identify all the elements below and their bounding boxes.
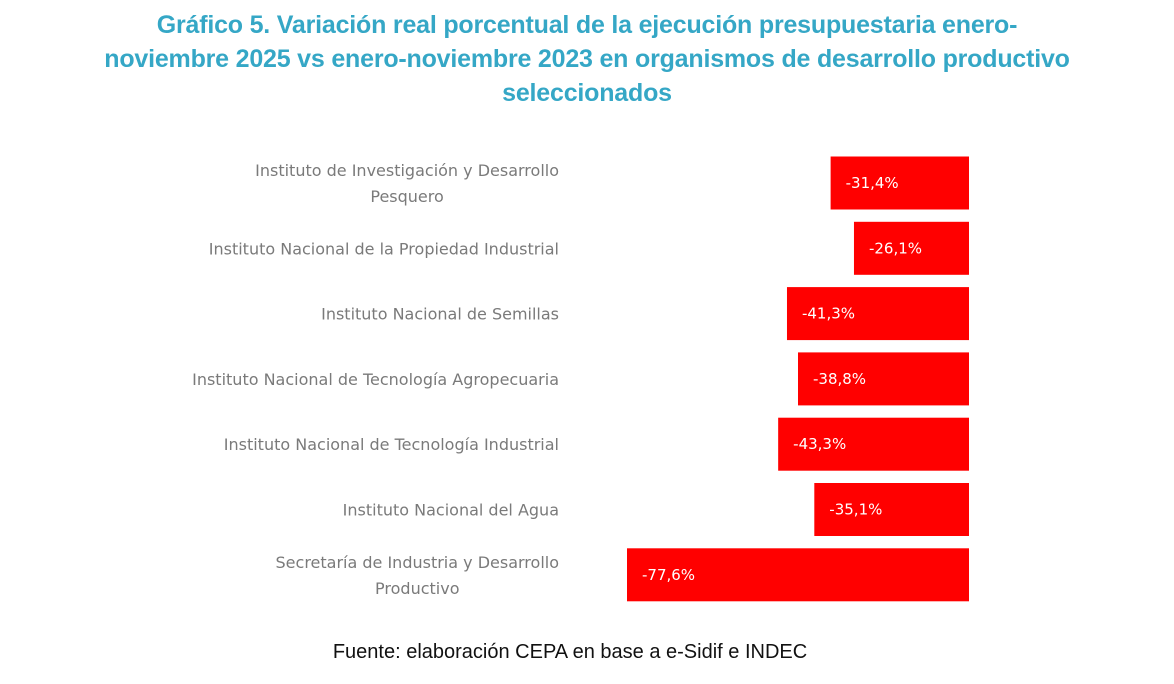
category-label: Instituto Nacional de Semillas [321, 305, 559, 324]
category-label-line: Instituto Nacional de la Propiedad Indus… [209, 239, 559, 258]
category-label-line: Pesquero [370, 187, 443, 206]
category-label-line: Instituto Nacional de Tecnología Agropec… [192, 370, 559, 389]
bar-group: -26,1% Instituto Nacional de la Propiedad… [209, 221, 969, 275]
bar [627, 548, 969, 602]
data-label: -26,1% [869, 239, 922, 257]
category-label: Instituto Nacional de Tecnología Agropec… [192, 370, 559, 389]
category-label: Secretaría de Industria y Desarrollo Prod… [276, 553, 559, 598]
data-label: -38,8% [813, 370, 866, 388]
data-label: -77,6% [642, 566, 695, 584]
bar-chart: -31,4% Instituto de Investigación y Desar… [192, 156, 969, 602]
chart-title-line-2: noviembre 2025 vs enero-noviembre 2023 e… [104, 45, 1070, 73]
bar [786, 287, 969, 341]
category-label: Instituto Nacional de Tecnología Industr… [224, 435, 559, 454]
category-label-line: Instituto Nacional del Agua [343, 501, 559, 520]
bar [798, 352, 969, 406]
category-label-line: Instituto Nacional de Semillas [321, 305, 559, 324]
chart-title-line-3: seleccionados [502, 79, 672, 107]
bar-group: -77,6% Secretaría de Industria y Desarrol… [276, 548, 969, 602]
category-label: Instituto Nacional del Agua [343, 501, 559, 520]
bar-group: -43,3% Instituto Nacional de Tecnología I… [224, 417, 969, 471]
bar-group: -35,1% Instituto Nacional del Agua [343, 483, 969, 536]
category-label-line: Instituto Nacional de Tecnología Industr… [224, 435, 559, 454]
data-label: -43,3% [793, 435, 846, 453]
source-note: Fuente: elaboración CEPA en base a e-Sid… [332, 641, 808, 663]
bar-group: -41,3% Instituto Nacional de Semillas [321, 287, 969, 341]
category-label-line: Productivo [375, 579, 459, 598]
bar-group: -31,4% Instituto de Investigación y Desar… [255, 156, 969, 210]
bar-group: -38,8% Instituto Nacional de Tecnología A… [192, 352, 969, 406]
data-label: -31,4% [846, 174, 899, 192]
category-label-line: Instituto de Investigación y Desarrollo [255, 161, 559, 180]
category-label: Instituto de Investigación y Desarrollo P… [255, 161, 559, 206]
bar [778, 417, 969, 471]
bar [814, 483, 969, 536]
chart-title: Gráfico 5. Variación real porcentual de … [0, 8, 1174, 110]
chart-title-line-1: Gráfico 5. Variación real porcentual de … [156, 11, 1018, 39]
category-label-line: Secretaría de Industria y Desarrollo [276, 553, 559, 572]
bar [853, 221, 969, 275]
bar [830, 156, 969, 210]
data-label: -41,3% [802, 305, 855, 323]
data-label: -35,1% [829, 501, 882, 519]
category-label: Instituto Nacional de la Propiedad Indus… [209, 239, 559, 258]
